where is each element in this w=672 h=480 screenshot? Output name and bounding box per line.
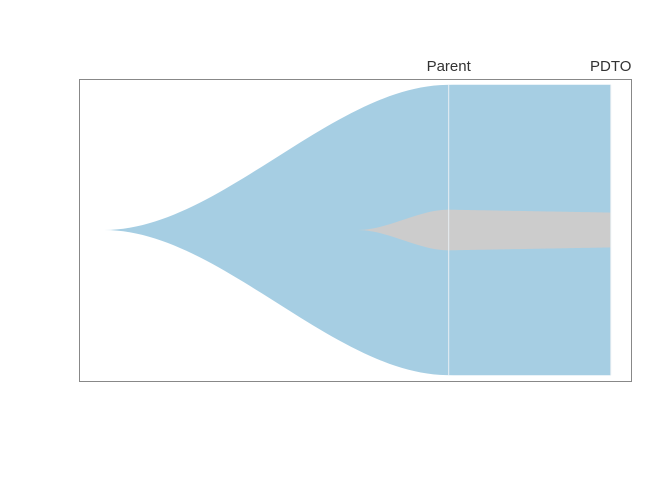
sample-label-parent: Parent [427, 58, 472, 75]
clone-area-clone-2 [357, 209, 611, 251]
plot-frame [79, 79, 632, 382]
sample-label-pdto: PDTO [590, 58, 631, 75]
